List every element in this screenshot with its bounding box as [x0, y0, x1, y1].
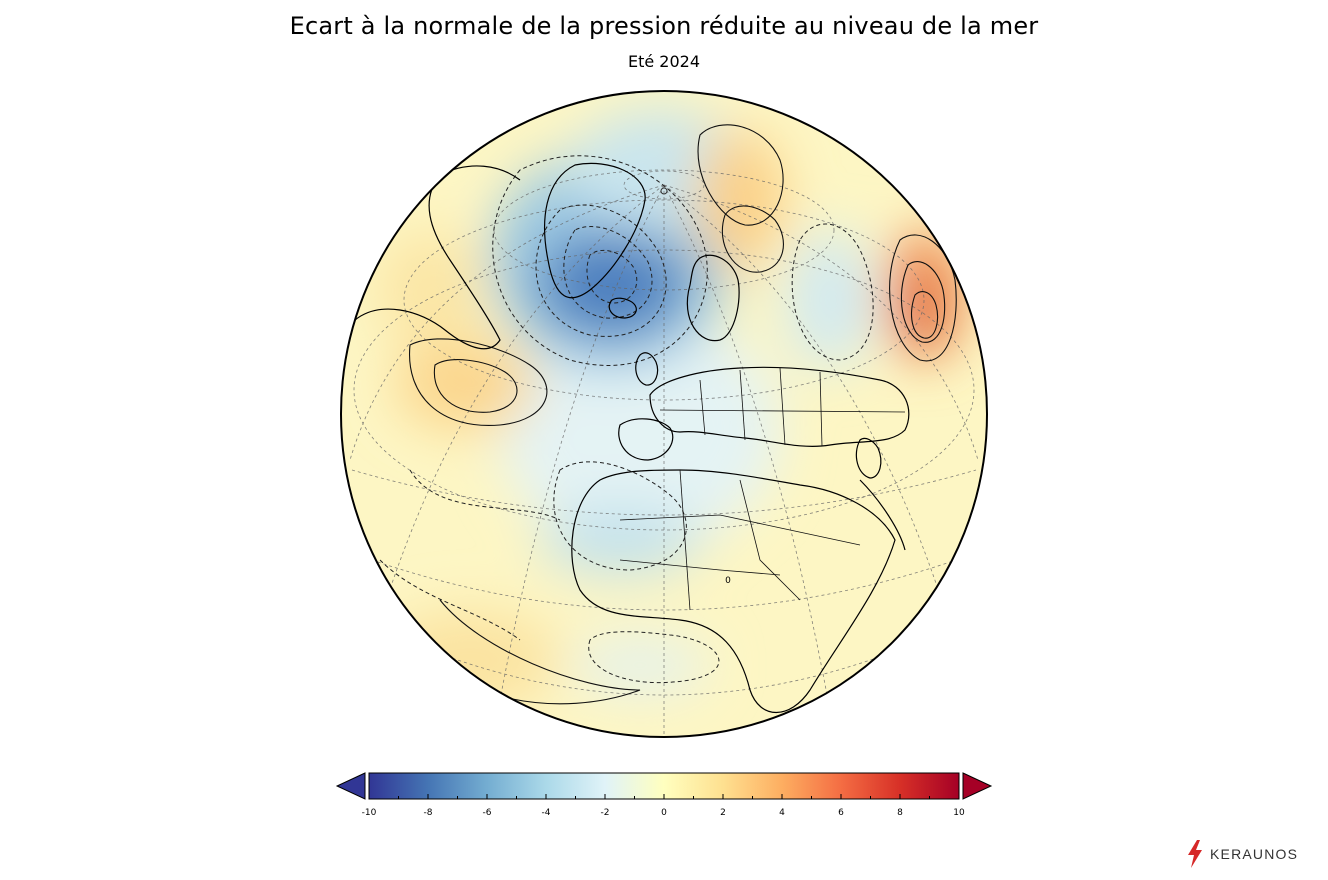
- colorbar-tick-label: 0: [661, 808, 667, 818]
- anomaly-field: [375, 110, 963, 710]
- pressure-anomaly-globe: 0: [340, 90, 988, 738]
- anomaly-blob-sahara-low: [540, 505, 700, 575]
- anomaly-blob-russia-low: [785, 230, 875, 370]
- colorbar-tick-label: -4: [542, 808, 551, 818]
- colorbar-tick-label: -2: [601, 808, 610, 818]
- africa-outline: [571, 469, 896, 714]
- iberia-outline: [618, 418, 674, 461]
- north-pole-marker: [660, 187, 668, 195]
- colorbar-tick-label: 4: [779, 808, 785, 818]
- iceland-outline: [608, 297, 637, 319]
- colorbar-tick-label: 8: [897, 808, 903, 818]
- europe-outline: [649, 366, 910, 447]
- anomaly-blob-atlantic-light-blue: [500, 310, 780, 550]
- scandinavia-outline: [686, 254, 740, 342]
- negative-contours: [379, 155, 874, 684]
- colorbar-tick-label: 10: [953, 808, 965, 818]
- anomaly-blob-scandinavia-high: [695, 130, 785, 270]
- map-subtitle: Eté 2024: [627, 52, 701, 71]
- graticule: [349, 169, 979, 737]
- contour-label-zero: 0: [725, 576, 731, 586]
- colorbar-tick-label: -10: [362, 808, 377, 818]
- globe-rim: [340, 90, 988, 738]
- colorbar: -10 -8 -6 -4 -2 0 2 4 6 8 10: [335, 772, 993, 818]
- british-isles-outline: [635, 352, 659, 386]
- colorbar-tick-label: 6: [838, 808, 844, 818]
- anomaly-blob-atlantic-high: [395, 340, 535, 430]
- anomaly-blob-canada-high: [375, 230, 485, 350]
- country-borders: [619, 367, 906, 611]
- logo-text: KERAUNOS: [1210, 846, 1299, 862]
- colorbar-tick-label: -6: [483, 808, 492, 818]
- caspian-outline: [855, 437, 882, 479]
- lightning-bolt-icon: [1188, 840, 1202, 868]
- anomaly-blob-greenland-core: [537, 230, 687, 340]
- greenland-outline: [543, 162, 646, 299]
- keraunos-logo: KERAUNOS: [1186, 840, 1298, 868]
- colorbar-tick-label: -8: [424, 808, 433, 818]
- colorbar-extend-high: [962, 772, 993, 800]
- colorbar-tick-label: 2: [720, 808, 726, 818]
- coastlines: [354, 162, 910, 714]
- map-title: Ecart à la normale de la pression réduit…: [289, 12, 1039, 40]
- anomaly-blob-south-low: [570, 635, 710, 695]
- arabia-outline: [859, 479, 906, 551]
- colorbar-extend-low: [335, 772, 366, 800]
